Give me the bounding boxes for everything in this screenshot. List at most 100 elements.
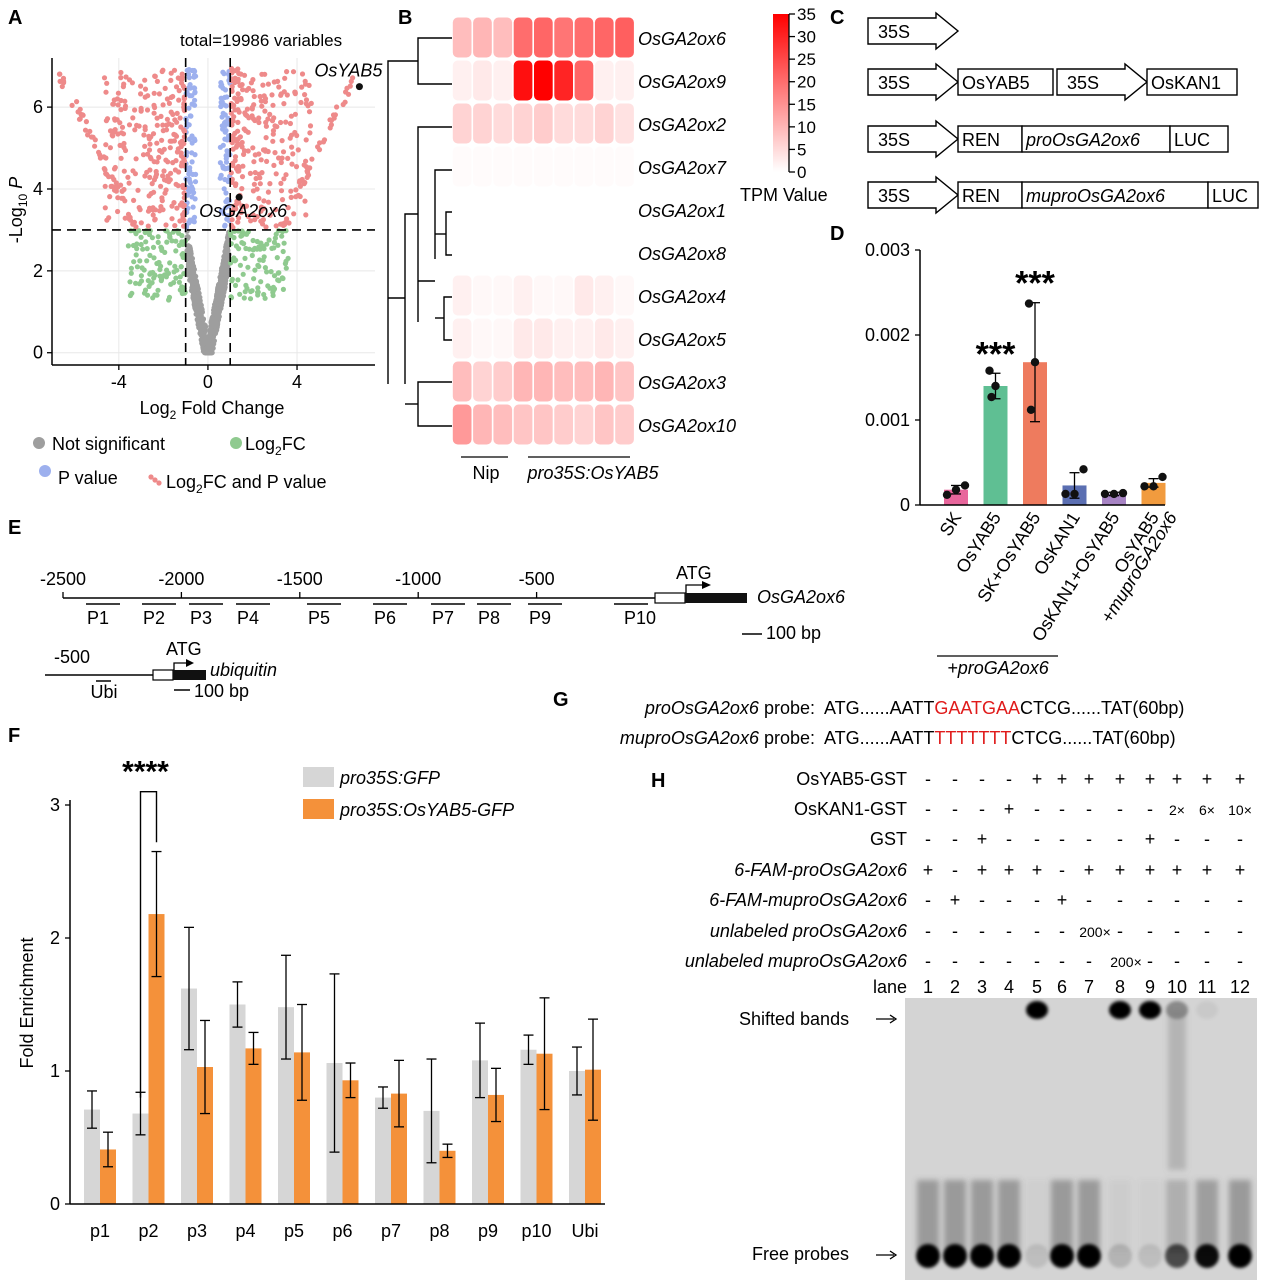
construct-box-label: muproOsGA2ox6 — [1026, 186, 1166, 206]
legend-swatch-both — [148, 474, 162, 486]
volcano-point — [140, 152, 147, 158]
volcano-point — [163, 274, 169, 280]
volcano-point — [118, 155, 124, 161]
volcano-point — [237, 262, 243, 268]
volcano-point — [229, 217, 235, 223]
volcano-point — [115, 208, 121, 215]
volcano-point — [240, 163, 246, 169]
emsa-condition-value: - — [1006, 951, 1012, 971]
volcano-point — [130, 242, 137, 249]
volcano-point — [166, 297, 172, 303]
volcano-point — [235, 119, 241, 125]
volcano-point — [219, 82, 225, 88]
emsa-condition-value: - — [979, 921, 985, 941]
legend-not-significant: Not significant — [52, 434, 165, 454]
heatmap-cell — [452, 103, 472, 144]
emsa-condition-label: GST — [870, 829, 907, 849]
volcano-point — [185, 272, 192, 278]
emsa-condition-value: 200× — [1110, 954, 1142, 970]
heatmap-cell — [615, 404, 634, 445]
volcano-gene-labels: OsYAB5 OsGA2ox6 — [199, 61, 383, 222]
volcano-point — [189, 194, 195, 200]
volcano-point — [186, 188, 192, 194]
emsa-condition-value: + — [1145, 829, 1156, 849]
volcano-point — [177, 140, 183, 146]
free-probe-smear — [1229, 1180, 1251, 1252]
volcano-point — [239, 204, 245, 210]
volcano-point — [142, 86, 149, 92]
free-probe-band — [1138, 1244, 1162, 1268]
group-label-nip: Nip — [472, 463, 499, 483]
volcano-point — [267, 111, 273, 117]
volcano-point — [307, 123, 314, 129]
volcano-point — [146, 193, 152, 199]
volcano-point — [302, 198, 308, 204]
volcano-point — [282, 75, 288, 81]
volcano-point — [155, 234, 161, 240]
volcano-point — [243, 203, 250, 209]
volcano-point — [159, 137, 165, 143]
colorbar-tick-label: 25 — [797, 50, 816, 69]
volcano-point — [307, 130, 313, 136]
luc-data-point — [991, 381, 1000, 391]
volcano-point — [154, 78, 160, 84]
emsa-condition-value: - — [1034, 890, 1040, 910]
heatmap-cell — [534, 232, 553, 273]
volcano-point — [146, 147, 153, 153]
volcano-point — [252, 267, 258, 273]
volcano-point — [284, 92, 290, 98]
volcano-point — [241, 241, 247, 247]
volcano-point — [171, 67, 178, 73]
emsa-condition-value: + — [950, 890, 961, 910]
construct-box-label: REN — [962, 186, 1000, 206]
heatmap-row-label: OsGA2ox6 — [638, 29, 727, 49]
volcano-plot: total=19986 variables 0 2 4 6 -4 0 4 OsYAB5 OsG… — [6, 31, 383, 496]
volcano-point — [177, 76, 183, 82]
volcano-point — [122, 103, 129, 109]
volcano-point — [268, 269, 274, 275]
heatmap-cell — [574, 275, 594, 316]
volcano-point — [150, 295, 156, 301]
volcano-point — [230, 162, 236, 169]
emsa-condition-value: - — [952, 951, 958, 971]
chip-category-label: p6 — [332, 1221, 352, 1241]
heatmap-cell — [554, 361, 573, 402]
volcano-point — [136, 205, 142, 211]
volcano-point — [188, 262, 194, 268]
volcano-point — [223, 153, 229, 159]
volcano-point — [112, 117, 118, 123]
volcano-point — [181, 128, 187, 134]
heatmap-cell — [452, 232, 472, 273]
primer-label: P10 — [624, 608, 656, 628]
volcano-point — [181, 156, 187, 162]
volcano-point — [132, 107, 138, 113]
chip-bar — [100, 1149, 116, 1204]
volcano-point — [278, 180, 284, 186]
volcano-point — [131, 219, 137, 225]
volcano-point — [280, 286, 286, 292]
volcano-point — [174, 110, 180, 116]
emsa-condition-value: - — [925, 890, 931, 910]
promoter-axis-tick-label: -2500 — [40, 569, 86, 589]
ubi-cds-box — [173, 670, 206, 680]
heatmap-cell — [452, 361, 472, 402]
free-probe-smear — [1166, 1180, 1188, 1252]
heatmap-cell — [554, 146, 573, 187]
emsa-panel: OsYAB5-GST - - - - + + + + + + + +OsKAN1-GST - - - + - - - -… — [685, 769, 1257, 1280]
promoter-map: -2500 -2000 -1500 -1000 -500 P1 P2 P3 P4 P5 P6 P7 P… — [40, 563, 846, 702]
chip-legend-swatch-yab5 — [303, 799, 334, 819]
volcano-point — [227, 229, 233, 235]
emsa-condition-value: + — [1115, 860, 1126, 880]
volcano-point — [237, 82, 243, 89]
volcano-point — [158, 183, 164, 189]
construct-box-label: OsYAB5 — [962, 73, 1030, 93]
volcano-point — [328, 117, 335, 123]
volcano-point — [262, 295, 268, 301]
emsa-condition-value: + — [1172, 769, 1183, 789]
volcano-point — [257, 257, 263, 263]
free-probe-smear — [1051, 1180, 1073, 1252]
free-probe-band — [943, 1244, 967, 1268]
volcano-point — [259, 71, 265, 77]
volcano-point — [103, 142, 109, 148]
volcano-point — [209, 340, 215, 346]
